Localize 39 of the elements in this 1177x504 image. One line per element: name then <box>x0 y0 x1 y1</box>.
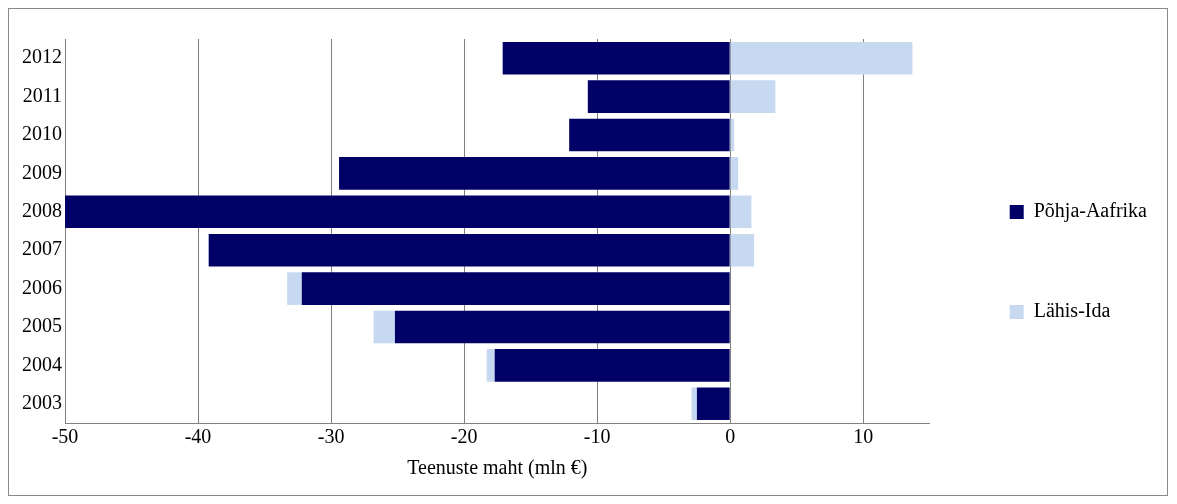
y-tick-label: 2011 <box>22 83 62 106</box>
bar <box>339 157 730 190</box>
bar <box>730 41 913 75</box>
bar <box>569 118 730 152</box>
bar <box>730 233 755 267</box>
bar <box>691 387 697 421</box>
y-tick-label: 2007 <box>22 237 62 260</box>
y-tick-label: 2005 <box>22 314 62 337</box>
x-tick-label: -20 <box>450 425 478 448</box>
legend-label: Lähis-Ida <box>1033 299 1111 322</box>
x-tick-label: 0 <box>725 425 736 448</box>
bar <box>730 157 739 190</box>
x-tick-label: -30 <box>317 425 345 448</box>
y-tick-label: 2008 <box>22 199 62 222</box>
x-tick-label: -50 <box>51 425 79 448</box>
legend-label: Põhja-Aafrika <box>1033 199 1148 223</box>
y-tick-label: 2010 <box>22 122 62 145</box>
y-tick-label: 2012 <box>22 45 62 68</box>
y-tick-label: 2004 <box>22 352 62 375</box>
x-tick-label: -40 <box>184 425 212 448</box>
x-axis-title: Teenuste maht (mln €) <box>407 456 588 480</box>
y-tick-label: 2009 <box>22 160 62 183</box>
bar <box>730 195 752 229</box>
bar <box>301 272 730 305</box>
bar <box>65 195 730 229</box>
y-tick-label: 2006 <box>22 275 62 298</box>
bar <box>394 310 730 344</box>
y-tick-label: 2003 <box>22 391 62 414</box>
bar <box>208 233 730 267</box>
bar <box>587 80 730 113</box>
bar <box>494 349 730 382</box>
bar <box>502 41 730 75</box>
bar <box>486 349 495 382</box>
bar <box>373 310 395 344</box>
x-tick-label: -10 <box>583 425 611 448</box>
bar <box>287 272 302 305</box>
bar <box>730 80 776 113</box>
bar <box>696 387 730 421</box>
x-tick-label: 10 <box>853 425 874 448</box>
